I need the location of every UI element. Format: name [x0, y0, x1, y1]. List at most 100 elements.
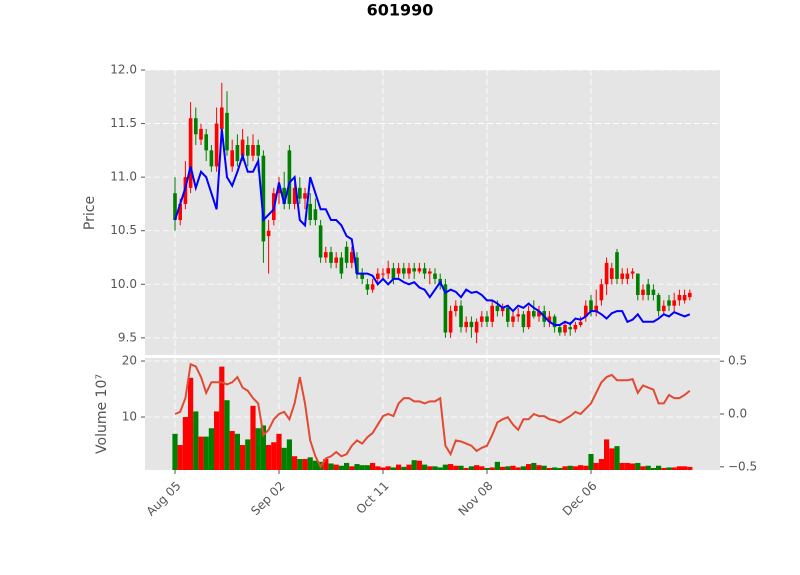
volume-bar	[203, 436, 209, 470]
volume-bar	[578, 465, 584, 470]
ma-line	[174, 128, 691, 326]
candle-body	[251, 145, 255, 156]
volume-bar	[567, 465, 573, 470]
volume-bar	[474, 465, 480, 470]
candle-body	[526, 311, 531, 328]
candle-body	[427, 271, 432, 274]
volume-bar	[552, 467, 558, 470]
candle-body	[453, 305, 458, 312]
candle-body	[479, 316, 484, 322]
volume-bar	[682, 466, 688, 470]
candle-body	[349, 252, 354, 263]
candle-body	[656, 295, 661, 312]
y2-tick-label: 0.0	[728, 407, 747, 421]
candle-body	[537, 311, 541, 317]
volume-bar	[182, 417, 188, 470]
volume-bar	[219, 366, 225, 470]
candle-body	[240, 139, 245, 156]
volume-bar	[624, 462, 630, 470]
candle-body	[391, 268, 396, 279]
volume-bar	[297, 459, 303, 470]
volume-bar	[468, 466, 474, 470]
volume-bar	[614, 446, 620, 470]
volume-bar	[396, 464, 402, 470]
volume-bar	[260, 425, 266, 470]
volume-bar	[401, 466, 407, 470]
candle-body	[188, 118, 193, 188]
volume-bar	[526, 464, 532, 470]
candle-body	[474, 321, 479, 333]
candle-body	[282, 187, 287, 204]
y-tick-label: 11.5	[110, 116, 137, 130]
volume-bar	[390, 467, 396, 470]
volume-bar	[208, 428, 214, 470]
x-tick-label: Nov 08	[456, 479, 496, 519]
volume-bar	[484, 467, 490, 470]
candle-body	[277, 187, 281, 194]
candle-body	[667, 300, 671, 306]
volume-bar	[458, 465, 464, 470]
candle-body	[209, 150, 214, 167]
candle-body	[485, 316, 489, 322]
candle-body	[677, 295, 682, 301]
volume-bar	[328, 463, 334, 470]
volume-bar	[245, 439, 251, 470]
volume-bar	[193, 411, 199, 470]
y-tick-label: 9.5	[118, 330, 137, 344]
candle-body	[287, 150, 292, 204]
candle-body	[417, 268, 422, 272]
chart-title: 601990	[367, 1, 434, 20]
candle-body	[448, 311, 453, 333]
volume-bar	[676, 466, 682, 470]
volume-axis-label: Volume 10⁷	[94, 374, 110, 454]
candle-body	[563, 325, 567, 333]
candle-body	[370, 284, 375, 290]
volume-bar	[302, 459, 308, 470]
candle-body	[459, 305, 463, 328]
volume-bar	[333, 464, 339, 470]
candle-body	[219, 107, 224, 129]
volume-bar	[214, 411, 220, 470]
volume-bar	[645, 465, 651, 470]
volume-bar	[229, 431, 235, 470]
candle-body	[594, 305, 599, 312]
candle-body	[552, 316, 557, 328]
volume-bar	[422, 464, 428, 470]
candle-body	[412, 268, 417, 272]
volume-bar	[234, 433, 240, 470]
volume-bar	[406, 464, 412, 470]
y-tick-label: 10.5	[110, 223, 137, 237]
volume-bar	[593, 462, 599, 470]
candle-body	[620, 273, 625, 279]
volume-bar	[255, 428, 261, 470]
volume-bar	[250, 405, 256, 470]
candle-body	[178, 203, 183, 220]
candle-body	[329, 252, 333, 263]
candle-body	[339, 257, 344, 274]
candle-body	[433, 273, 437, 279]
candle-body	[589, 300, 593, 312]
volume-bar	[349, 466, 355, 470]
x-tick-label: Oct 11	[354, 479, 392, 517]
candle-body	[355, 257, 359, 274]
volume-bar	[520, 466, 526, 470]
volume-bar	[292, 456, 298, 470]
y-tick-label: 12.0	[110, 63, 137, 77]
candle-body	[303, 193, 307, 199]
volume-bar	[572, 466, 578, 470]
volume-bar	[489, 467, 495, 470]
candle-body	[381, 273, 385, 275]
y-tick-label: 10.0	[110, 277, 137, 291]
candle-body	[261, 155, 266, 242]
volume-bar	[323, 459, 329, 470]
candle-body	[225, 112, 229, 151]
candle-body	[578, 321, 583, 325]
volume-bar	[375, 466, 381, 470]
volume-bar	[188, 377, 194, 470]
candle-body	[568, 327, 573, 330]
candle-body	[256, 145, 261, 156]
candle-body	[516, 314, 521, 317]
volume-bar	[630, 463, 636, 470]
volume-bar	[177, 445, 183, 470]
volume-bar	[411, 460, 417, 470]
